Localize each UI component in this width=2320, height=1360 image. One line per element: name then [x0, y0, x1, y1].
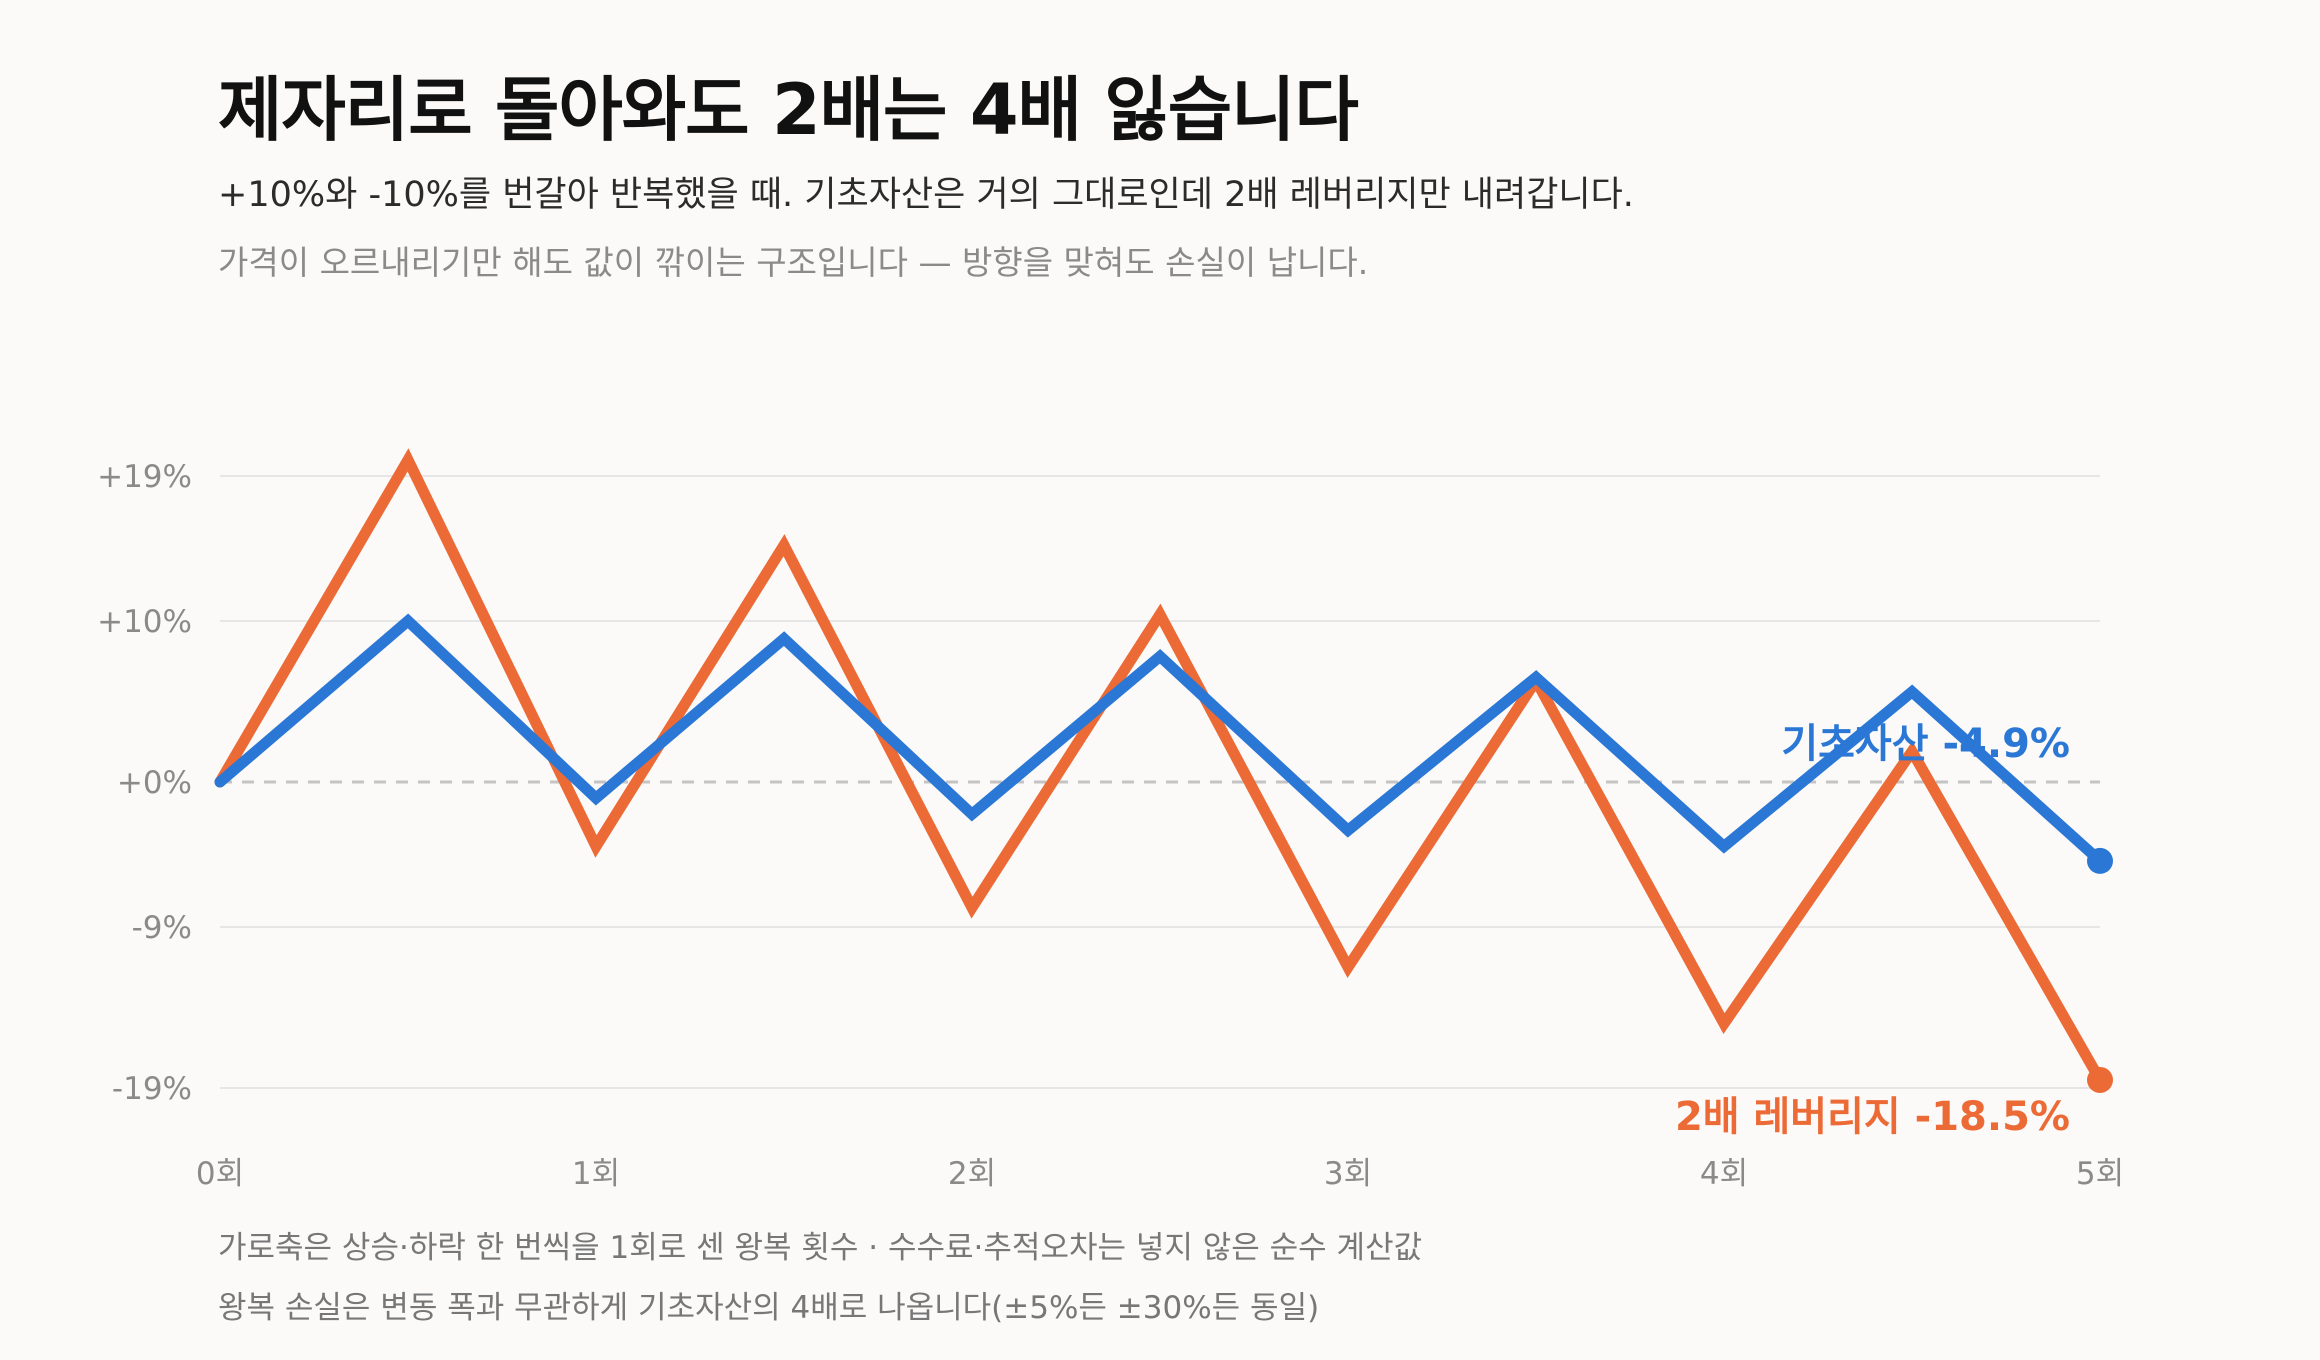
series-end-labels: 기초자산 -4.9% 2배 레버리지 -18.5% [1675, 721, 2070, 1140]
series-end-label-leveraged: 2배 레버리지 -18.5% [1675, 1094, 2070, 1140]
x-tick-label: 2회 [948, 1156, 996, 1192]
y-tick-label: -19% [112, 1071, 192, 1107]
y-tick-label: +10% [97, 604, 192, 640]
footnote-loss-note: 왕복 손실은 변동 폭과 무관하게 기초자산의 4배로 나옵니다(±5%든 ±3… [218, 1290, 1320, 1326]
series-end-label-underlying: 기초자산 -4.9% [1781, 721, 2070, 767]
y-tick-label: +19% [97, 459, 192, 495]
chart-subtitle: +10%와 -10%를 번갈아 반복했을 때. 기초자산은 거의 그대로인데 2… [218, 175, 1634, 215]
series-line-leveraged [214, 448, 2106, 1086]
footnote-axis-note: 가로축은 상승·하락 한 번씩을 1회로 센 왕복 횟수 · 수수료·추적오차는… [218, 1230, 1423, 1266]
chart-subtitle-secondary: 가격이 오르내리기만 해도 값이 깎이는 구조입니다 — 방향을 맞혀도 손실이… [218, 243, 1369, 282]
chart-title: 제자리로 돌아와도 2배는 4배 잃습니다 [218, 69, 1359, 151]
x-tick-label: 1회 [572, 1156, 620, 1192]
series-lines [214, 448, 2113, 1093]
y-tick-label: +0% [117, 765, 192, 801]
end-point-leveraged [2087, 1066, 2113, 1093]
series-line-underlying [214, 613, 2106, 867]
x-tick-label: 4회 [1700, 1156, 1748, 1192]
y-tick-label: -9% [132, 910, 192, 946]
axis-labels: +19% +10% +0% -9% -19% 0회 1회 2회 3회 4회 5회 [97, 459, 2124, 1192]
end-point-underlying [2087, 847, 2113, 874]
x-tick-label: 3회 [1324, 1156, 1372, 1192]
grid-lines [220, 475, 2100, 1089]
x-tick-label: 0회 [196, 1156, 244, 1192]
x-tick-label: 5회 [2076, 1156, 2124, 1192]
